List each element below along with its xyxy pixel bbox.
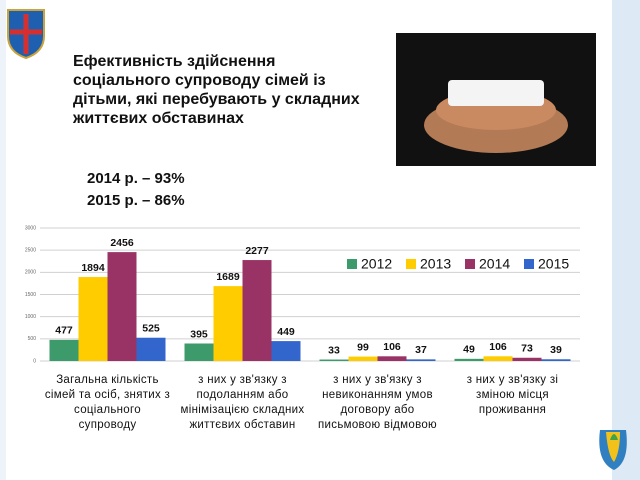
y-tick-label: 2000: [25, 270, 36, 276]
bar: [136, 337, 166, 361]
bar: [107, 252, 137, 361]
value-label: 477: [55, 325, 73, 337]
bar: [454, 358, 484, 361]
bar: [541, 359, 571, 361]
bar: [242, 260, 272, 361]
x-tick-label: з них у зв'язку з невиконанням умов дого…: [318, 374, 437, 431]
x-tick-label: Загальна кількість сімей та осіб, знятих…: [44, 374, 171, 431]
x-tick-label: з них у зв'язку зі зміною місця проживан…: [466, 374, 559, 416]
legend-label: 2015: [538, 256, 569, 272]
y-tick-label: 1500: [25, 292, 36, 298]
bar: [78, 277, 108, 361]
y-tick-label: 2500: [25, 247, 36, 253]
bar: [483, 356, 513, 361]
y-tick-label: 1000: [25, 314, 36, 320]
value-label: 106: [383, 341, 401, 353]
bar: [377, 356, 407, 361]
value-label: 99: [357, 341, 369, 353]
value-label: 37: [415, 344, 427, 356]
value-label: 39: [550, 344, 562, 356]
value-label: 395: [190, 328, 208, 340]
legend-swatch: [524, 259, 534, 269]
value-label: 2277: [245, 245, 269, 257]
note: 2015 р. – 86%: [87, 192, 185, 209]
side-band: [0, 0, 6, 480]
bar: [512, 357, 542, 361]
y-tick-label: 3000: [25, 225, 36, 231]
bar: [271, 341, 301, 361]
value-label: 49: [463, 344, 475, 356]
side-band: [612, 0, 640, 480]
y-tick-label: 0: [33, 358, 36, 364]
value-label: 1894: [81, 262, 105, 274]
bar: [319, 359, 349, 361]
legend-swatch: [406, 259, 416, 269]
legend-swatch: [465, 259, 475, 269]
bar: [213, 286, 243, 361]
logo: [599, 430, 627, 470]
bar: [406, 359, 436, 361]
x-tick-label: з них у зв'язку з подоланням або мініміз…: [180, 374, 305, 431]
bar: [184, 343, 214, 361]
value-label: 449: [277, 326, 295, 338]
value-label: 2456: [110, 237, 134, 249]
bar: [348, 356, 378, 361]
legend-label: 2012: [361, 256, 392, 272]
value-label: 525: [142, 323, 160, 335]
photo: [396, 33, 596, 166]
value-label: 33: [328, 344, 340, 356]
value-label: 1689: [216, 271, 240, 283]
note: 2014 р. – 93%: [87, 170, 185, 187]
legend-label: 2014: [479, 256, 510, 272]
slide-title: Ефективність здійснення соціального супр…: [73, 53, 360, 127]
legend-label: 2013: [420, 256, 451, 272]
value-label: 106: [489, 341, 507, 353]
bar: [49, 339, 79, 361]
legend-swatch: [347, 259, 357, 269]
emblem: [7, 9, 45, 60]
y-tick-label: 500: [28, 336, 37, 342]
value-label: 73: [521, 343, 533, 355]
